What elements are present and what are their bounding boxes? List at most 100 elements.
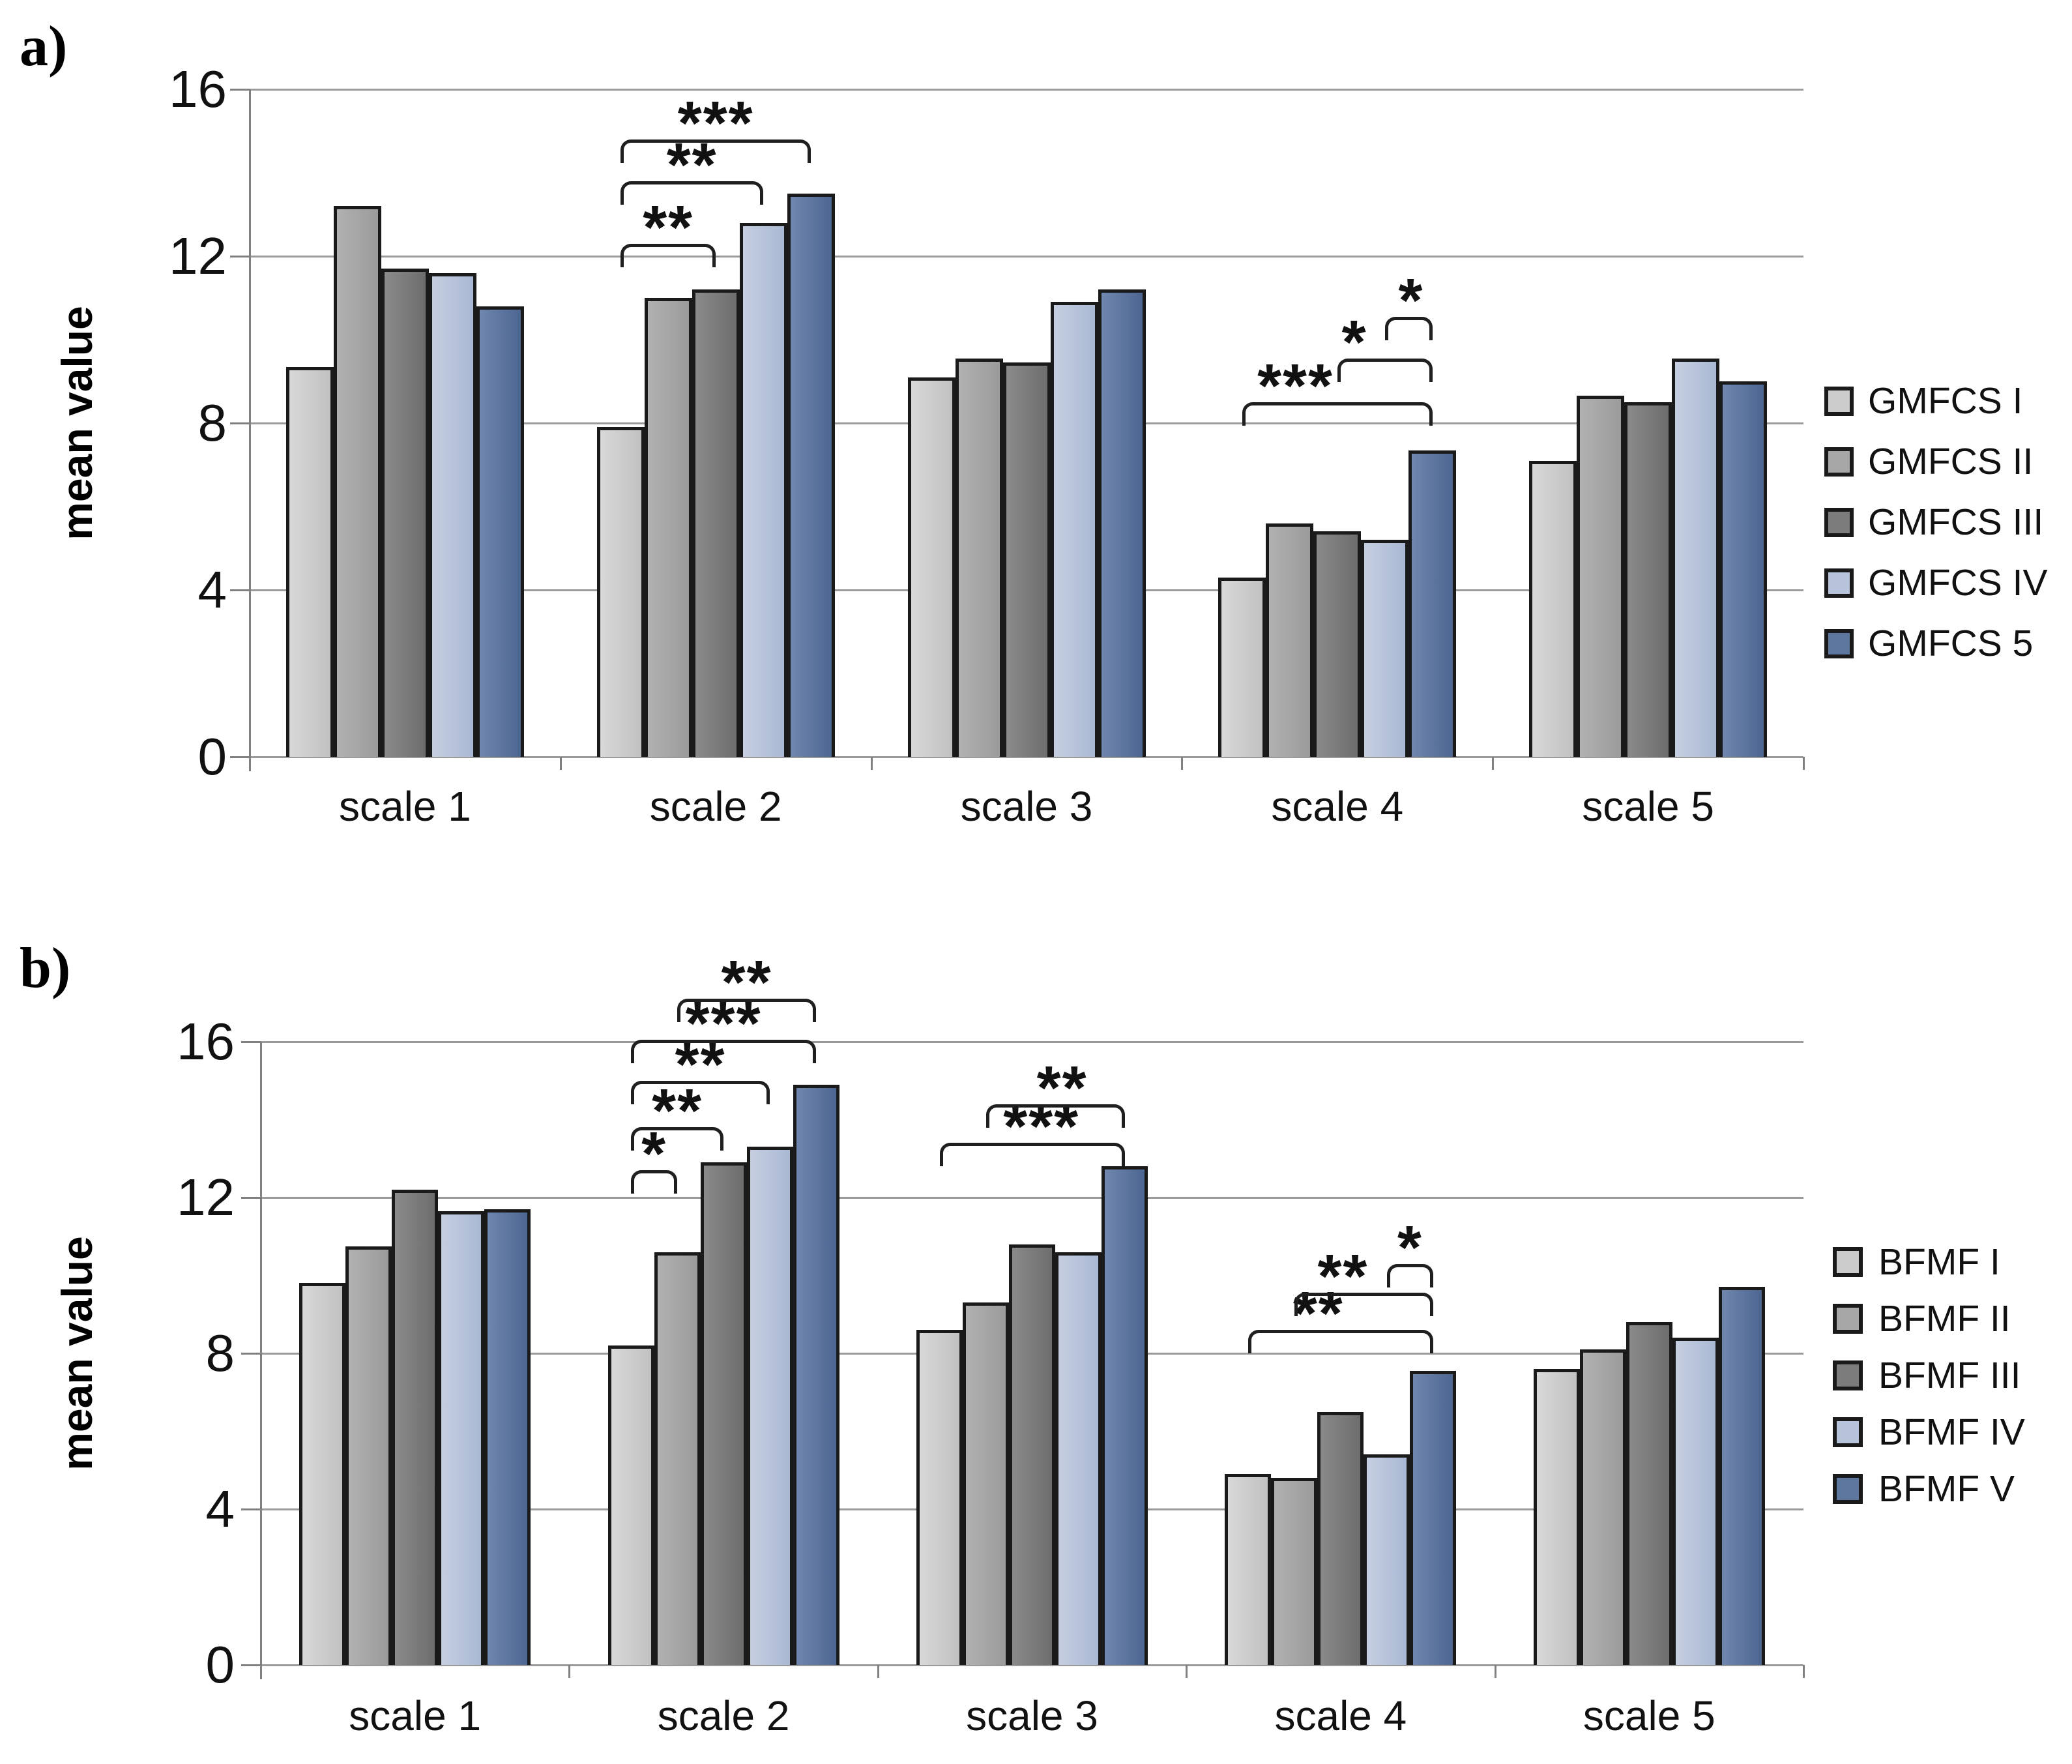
bar-bfmf-i-scale-3 bbox=[916, 1330, 963, 1665]
bar-gmfcs-i-scale-3 bbox=[907, 377, 956, 757]
x-tick bbox=[559, 757, 562, 770]
bar-gmfcs-iii-scale-5 bbox=[1624, 402, 1672, 757]
legend-label-gmfcs-iii: GMFCS III bbox=[1868, 501, 2044, 543]
bar-bfmf-iv-scale-4 bbox=[1364, 1454, 1410, 1665]
x-tick bbox=[1186, 1665, 1188, 1678]
y-axis-line bbox=[260, 1042, 262, 1679]
bar-gmfcs-5-scale-2 bbox=[787, 194, 835, 757]
x-category-label: scale 1 bbox=[349, 1692, 482, 1739]
significance-bracket bbox=[985, 1104, 1125, 1128]
bar-bfmf-i-scale-5 bbox=[1533, 1368, 1580, 1665]
y-tick-label: 8 bbox=[197, 394, 227, 452]
bar-bfmf-iv-scale-1 bbox=[438, 1211, 485, 1665]
bar-bfmf-v-scale-3 bbox=[1102, 1166, 1148, 1665]
x-tick bbox=[1494, 1665, 1496, 1678]
y-tick-16 bbox=[241, 1041, 261, 1043]
significance-stars: ** bbox=[652, 1076, 703, 1146]
x-category-label: scale 1 bbox=[339, 783, 471, 830]
gridline-12 bbox=[261, 1197, 1803, 1199]
significance-bracket bbox=[620, 181, 764, 205]
legend-swatch-gmfcs-i bbox=[1824, 387, 1854, 416]
y-tick-12 bbox=[230, 256, 250, 257]
gridline-12 bbox=[250, 256, 1803, 257]
x-category-label: scale 5 bbox=[1583, 1692, 1715, 1739]
legend-label-bfmf-iv: BFMF IV bbox=[1878, 1411, 2025, 1453]
legend-label-bfmf-ii: BFMF II bbox=[1878, 1298, 2011, 1340]
legend-label-gmfcs-5: GMFCS 5 bbox=[1868, 623, 2034, 664]
bar-gmfcs-ii-scale-3 bbox=[955, 358, 1003, 757]
significance-stars: ** bbox=[721, 948, 772, 1018]
bar-bfmf-v-scale-5 bbox=[1718, 1287, 1765, 1665]
x-tick bbox=[1181, 757, 1184, 770]
bar-gmfcs-iv-scale-4 bbox=[1361, 540, 1409, 757]
y-tick-16 bbox=[230, 89, 250, 91]
y-tick-label: 0 bbox=[205, 1636, 235, 1694]
gridline-16 bbox=[261, 1041, 1803, 1043]
x-category-label: scale 2 bbox=[657, 1692, 790, 1739]
significance-stars: ** bbox=[666, 130, 718, 199]
significance-stars: * bbox=[1397, 1213, 1423, 1282]
y-tick-label: 4 bbox=[197, 561, 227, 619]
bar-gmfcs-iii-scale-1 bbox=[381, 269, 429, 757]
significance-stars: ** bbox=[675, 1029, 726, 1099]
legend-swatch-gmfcs-iii bbox=[1824, 508, 1854, 537]
bar-gmfcs-iii-scale-2 bbox=[692, 289, 740, 757]
bar-bfmf-iii-scale-5 bbox=[1626, 1322, 1672, 1665]
bar-bfmf-ii-scale-2 bbox=[654, 1252, 701, 1665]
bar-bfmf-v-scale-2 bbox=[793, 1084, 839, 1665]
y-tick-12 bbox=[241, 1197, 261, 1199]
significance-stars: * bbox=[641, 1119, 667, 1189]
y-tick-label: 0 bbox=[197, 728, 227, 786]
bar-bfmf-iv-scale-3 bbox=[1055, 1252, 1102, 1665]
bar-gmfcs-i-scale-5 bbox=[1529, 460, 1577, 757]
legend-label-gmfcs-ii: GMFCS II bbox=[1868, 441, 2034, 482]
bar-bfmf-iv-scale-5 bbox=[1672, 1338, 1719, 1665]
significance-bracket bbox=[1248, 1330, 1433, 1354]
legend-label-gmfcs-iv: GMFCS IV bbox=[1868, 562, 2048, 604]
y-tick-4 bbox=[241, 1508, 261, 1510]
y-tick-label: 8 bbox=[205, 1324, 235, 1382]
y-tick-label: 12 bbox=[177, 1168, 235, 1226]
bar-gmfcs-ii-scale-5 bbox=[1577, 396, 1625, 757]
bar-gmfcs-ii-scale-2 bbox=[644, 298, 692, 757]
legend-swatch-gmfcs-5 bbox=[1824, 629, 1854, 658]
x-category-label: scale 4 bbox=[1271, 783, 1404, 830]
y-tick-label: 4 bbox=[205, 1480, 235, 1538]
legend-swatch-bfmf-ii bbox=[1833, 1304, 1863, 1334]
gridline-0 bbox=[250, 756, 1803, 758]
bar-gmfcs-iii-scale-4 bbox=[1313, 531, 1362, 757]
significance-stars: ** bbox=[643, 192, 694, 262]
significance-bracket bbox=[1337, 358, 1433, 382]
bar-gmfcs-5-scale-1 bbox=[476, 306, 524, 757]
bar-bfmf-iii-scale-3 bbox=[1009, 1244, 1055, 1665]
x-tick bbox=[1803, 1665, 1805, 1678]
bar-bfmf-ii-scale-3 bbox=[963, 1302, 1009, 1665]
bar-gmfcs-5-scale-5 bbox=[1719, 381, 1768, 757]
x-category-label: scale 2 bbox=[649, 783, 782, 830]
y-tick-label: 16 bbox=[169, 60, 227, 118]
significance-bracket bbox=[1384, 316, 1433, 340]
significance-stars: *** bbox=[685, 989, 762, 1058]
bar-bfmf-v-scale-4 bbox=[1410, 1370, 1457, 1665]
bar-gmfcs-iv-scale-5 bbox=[1672, 358, 1720, 757]
bar-gmfcs-i-scale-4 bbox=[1218, 577, 1266, 757]
significance-stars: *** bbox=[1257, 351, 1334, 420]
legend-label-bfmf-iii: BFMF III bbox=[1878, 1355, 2021, 1396]
y-tick-8 bbox=[241, 1353, 261, 1355]
y-tick-label: 16 bbox=[177, 1012, 235, 1070]
bar-bfmf-iv-scale-2 bbox=[746, 1147, 793, 1665]
y-tick-4 bbox=[230, 589, 250, 591]
significance-bracket bbox=[1242, 402, 1433, 426]
significance-stars: * bbox=[1341, 307, 1367, 377]
significance-bracket bbox=[1386, 1263, 1433, 1287]
x-category-label: scale 5 bbox=[1582, 783, 1714, 830]
x-tick bbox=[568, 1665, 571, 1678]
significance-bracket bbox=[631, 1040, 817, 1063]
bar-gmfcs-i-scale-2 bbox=[596, 427, 645, 757]
gridline-16 bbox=[250, 89, 1803, 91]
y-tick-8 bbox=[230, 422, 250, 424]
bar-gmfcs-ii-scale-1 bbox=[333, 206, 381, 757]
x-category-label: scale 4 bbox=[1274, 1692, 1407, 1739]
panel-b-label: b) bbox=[20, 937, 71, 1000]
